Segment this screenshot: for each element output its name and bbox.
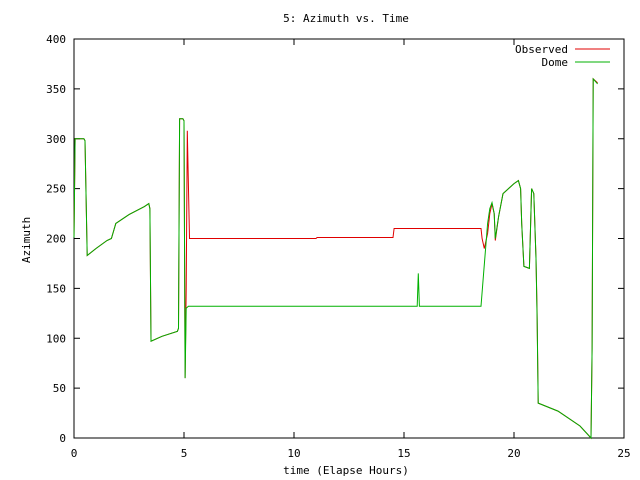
x-axis-label: time (Elapse Hours)	[283, 464, 409, 477]
y-tick-label: 350	[46, 83, 66, 96]
legend-label: Dome	[542, 56, 569, 69]
x-tick-label: 20	[507, 447, 520, 460]
y-tick-label: 0	[59, 432, 66, 445]
y-tick-label: 250	[46, 183, 66, 196]
plot-border	[73, 38, 625, 439]
y-tick-label: 100	[46, 332, 66, 345]
y-tick-label: 200	[46, 233, 66, 246]
y-tick-label: 50	[53, 382, 66, 395]
x-tick-label: 15	[397, 447, 410, 460]
y-tick-label: 400	[46, 33, 66, 46]
series-line-observed	[73, 77, 598, 440]
x-tick-label: 5	[181, 447, 188, 460]
x-tick-label: 10	[287, 447, 300, 460]
y-tick-label: 150	[46, 282, 66, 295]
x-tick-label: 25	[617, 447, 630, 460]
legend-label: Observed	[515, 43, 568, 56]
x-tick-label: 0	[71, 447, 78, 460]
y-axis-label: Azimuth	[20, 217, 33, 263]
chart-title: 5: Azimuth vs. Time	[283, 12, 409, 25]
series-line-dome	[73, 77, 598, 440]
series-group	[73, 77, 598, 440]
y-tick-label: 300	[46, 133, 66, 146]
